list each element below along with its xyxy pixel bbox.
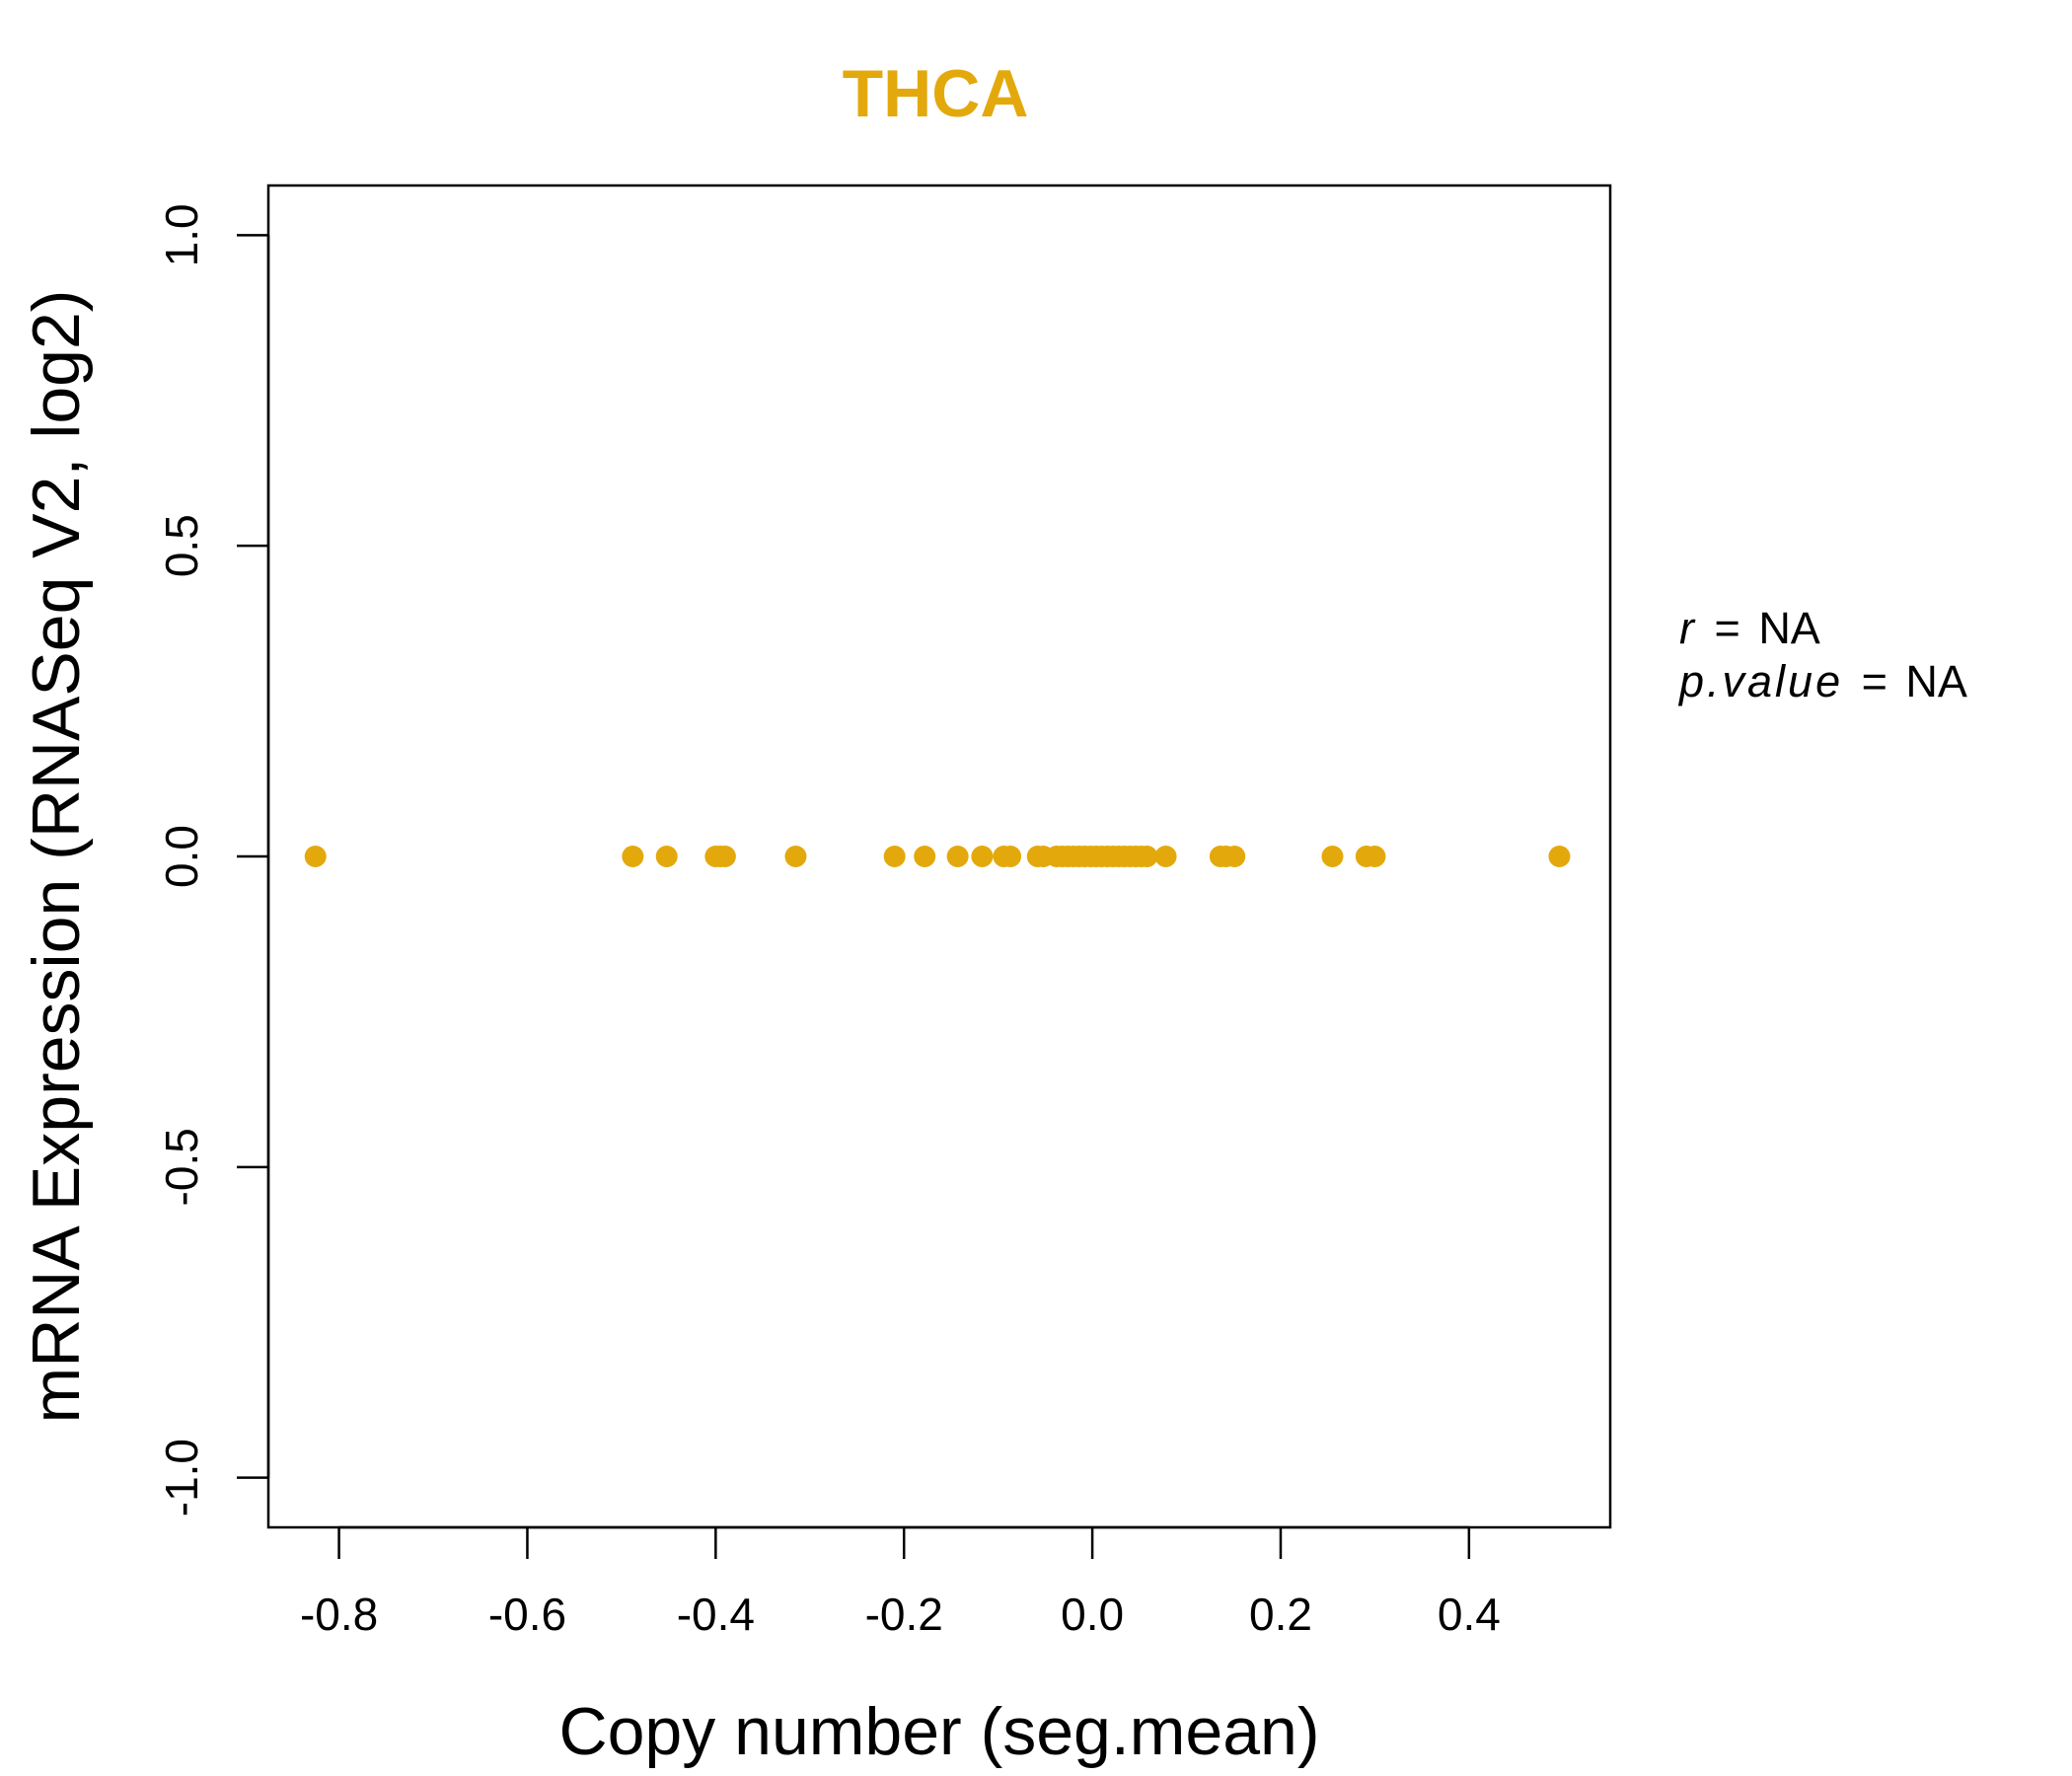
r-value: NA	[1758, 603, 1820, 653]
data-point	[914, 846, 936, 867]
x-axis: -0.8 -0.6 -0.4 -0.2 0.0 0.2 0.4	[300, 1525, 1501, 1640]
p-value-equals: =	[1862, 656, 1887, 706]
data-point	[883, 846, 906, 867]
p-value-value: NA	[1905, 656, 1967, 706]
x-tick-label: -0.2	[865, 1589, 943, 1640]
y-tick-label: -0.5	[156, 1128, 207, 1206]
r-equals: =	[1715, 603, 1740, 653]
correlation-stats: r = NA p.value = NA	[1677, 603, 1967, 706]
data-point	[784, 846, 807, 867]
y-tick-label: 0.5	[156, 514, 207, 577]
x-tick-label: -0.4	[677, 1589, 755, 1640]
x-tick-label: 0.4	[1438, 1589, 1501, 1640]
y-axis: -1.0 -0.5 0.0 0.5 1.0	[156, 203, 270, 1517]
y-tick-label: 1.0	[156, 203, 207, 266]
plot-frame	[266, 184, 1612, 1529]
p-value-stat: p.value = NA	[1677, 656, 1967, 706]
data-point	[622, 846, 644, 867]
x-tick-label: 0.0	[1061, 1589, 1124, 1640]
data-point	[655, 846, 678, 867]
data-point	[946, 846, 969, 867]
data-point	[713, 846, 736, 867]
y-tick-label: 0.0	[156, 825, 207, 888]
y-tick-label: -1.0	[156, 1439, 207, 1517]
data-point	[1223, 846, 1246, 867]
p-value-label: p.value	[1677, 656, 1843, 706]
chart-title: THCA	[843, 56, 1029, 131]
data-point	[1548, 846, 1571, 867]
data-point	[971, 846, 994, 867]
y-axis-label: mRNA Expression (RNASeq V2, log2)	[19, 290, 94, 1424]
data-point	[1364, 846, 1386, 867]
data-point	[304, 846, 327, 867]
r-label: r	[1679, 603, 1696, 653]
r-stat: r = NA	[1679, 603, 1820, 653]
data-point	[999, 846, 1022, 867]
x-tick-label: -0.6	[488, 1589, 566, 1640]
data-points	[304, 846, 1571, 867]
data-point	[1136, 846, 1158, 867]
x-axis-label: Copy number (seg.mean)	[558, 1694, 1319, 1769]
data-point	[1154, 846, 1177, 867]
x-tick-label: -0.8	[300, 1589, 378, 1640]
data-point	[1321, 846, 1344, 867]
x-tick-label: 0.2	[1249, 1589, 1312, 1640]
